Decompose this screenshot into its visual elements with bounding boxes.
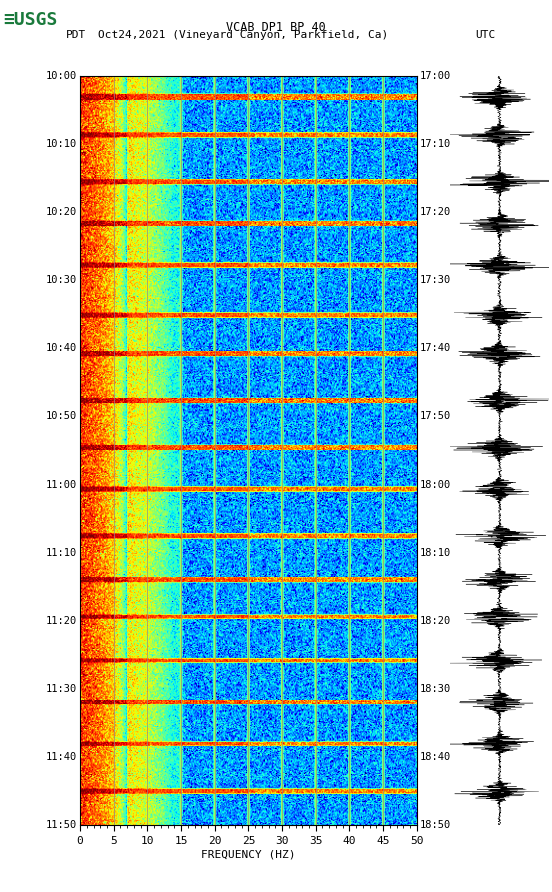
Text: 11:10: 11:10: [46, 548, 77, 558]
Text: 10:50: 10:50: [46, 411, 77, 421]
Text: VCAB DP1 BP 40: VCAB DP1 BP 40: [226, 21, 326, 35]
Text: 18:00: 18:00: [420, 480, 451, 490]
Text: 18:20: 18:20: [420, 615, 451, 626]
Text: 18:40: 18:40: [420, 752, 451, 762]
Text: 10:10: 10:10: [46, 139, 77, 149]
Text: 17:00: 17:00: [420, 70, 451, 81]
Text: 11:00: 11:00: [46, 480, 77, 490]
Text: 18:30: 18:30: [420, 684, 451, 694]
Text: 17:20: 17:20: [420, 207, 451, 217]
Text: 17:10: 17:10: [420, 139, 451, 149]
X-axis label: FREQUENCY (HZ): FREQUENCY (HZ): [201, 850, 296, 860]
Text: 11:30: 11:30: [46, 684, 77, 694]
Text: 17:40: 17:40: [420, 343, 451, 353]
Text: 11:50: 11:50: [46, 820, 77, 830]
Text: 10:30: 10:30: [46, 275, 77, 285]
Text: 18:50: 18:50: [420, 820, 451, 830]
Text: ≡USGS: ≡USGS: [3, 11, 57, 29]
Text: 17:30: 17:30: [420, 275, 451, 285]
Text: 18:10: 18:10: [420, 548, 451, 558]
Text: 11:20: 11:20: [46, 615, 77, 626]
Text: 10:00: 10:00: [46, 70, 77, 81]
Text: 17:50: 17:50: [420, 411, 451, 421]
Text: 11:40: 11:40: [46, 752, 77, 762]
Text: 10:40: 10:40: [46, 343, 77, 353]
Text: UTC: UTC: [476, 30, 496, 40]
Text: Oct24,2021 (Vineyard Canyon, Parkfield, Ca): Oct24,2021 (Vineyard Canyon, Parkfield, …: [98, 30, 388, 40]
Text: 10:20: 10:20: [46, 207, 77, 217]
Text: PDT: PDT: [66, 30, 87, 40]
